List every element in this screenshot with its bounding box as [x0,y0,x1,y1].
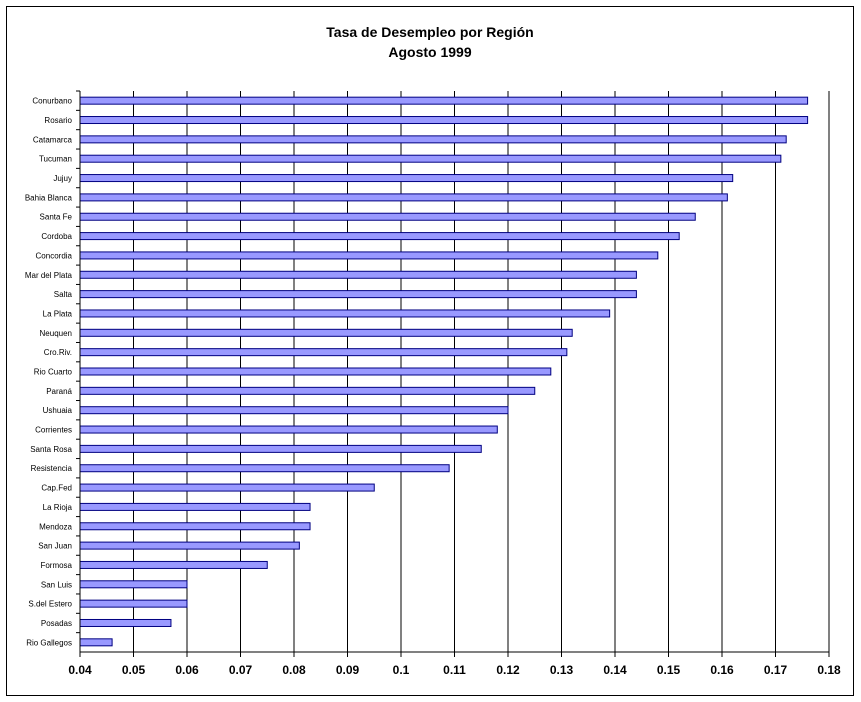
bar [79,193,728,202]
bar [79,135,787,144]
bar [79,270,637,279]
category-label: San Luis [41,580,72,589]
axes [76,90,830,657]
x-tick-label: 0.04 [68,663,92,677]
category-label: Neuquen [40,329,72,338]
bar [79,444,482,453]
bar [79,367,552,376]
bar [79,309,611,318]
bar [79,638,113,647]
x-tick-label: 0.17 [764,663,788,677]
category-label: Catamarca [33,135,73,144]
x-tick-label: 0.11 [443,663,466,677]
category-label: Ushuaia [43,406,73,415]
tick-labels: 0.04 0.05 0.06 0.07 0.08 0.09 0.1 0.11 0.12 0.13 0… [68,663,841,677]
category-label: Conurbano [32,97,72,106]
category-label: Tucuman [39,155,72,164]
x-tick-label: 0.16 [710,663,734,677]
category-label: San Juan [38,542,72,551]
bar [79,154,782,163]
category-label: La Plata [43,309,73,318]
bar [79,96,809,105]
bar [79,212,696,221]
x-tick-label: 0.13 [550,663,574,677]
category-label: S.del Estero [28,600,72,609]
category-label: Santa Rosa [30,445,72,454]
bar [79,251,659,260]
category-label: Rio Cuarto [34,368,73,377]
bar [79,386,536,395]
category-label: Corrientes [35,426,72,435]
bar [79,348,568,357]
bar [79,522,311,531]
category-label: Concordia [36,251,73,260]
category-label: Resistencia [31,464,73,473]
bar [79,541,300,550]
category-label: Bahia Blanca [25,193,73,202]
bar [79,483,375,492]
category-label: Mendoza [39,522,72,531]
bar [79,328,573,337]
bar [79,174,734,183]
x-tick-label: 0.18 [817,663,841,677]
category-label: Rosario [44,116,72,125]
x-tick-label: 0.12 [496,663,520,677]
category-label: Formosa [40,561,72,570]
x-tick-label: 0.06 [175,663,199,677]
bar [79,425,498,434]
bar [79,464,450,473]
bar [79,599,188,608]
bar [79,406,509,415]
category-label: Cordoba [41,232,72,241]
category-label: Cro.Riv. [44,348,72,357]
category-label: Mar del Plata [25,271,73,280]
x-tick-label: 0.09 [336,663,360,677]
chart-frame [6,6,854,696]
x-tick-label: 0.08 [282,663,306,677]
gridlines [133,91,830,652]
category-label: Jujuy [53,174,72,183]
bar [79,580,188,589]
chart-subtitle: Agosto 1999 [388,44,471,60]
bars [79,96,809,647]
category-label: La Rioja [43,503,73,512]
category-label: Salta [54,290,73,299]
bar [79,116,809,125]
x-tick-label: 0.1 [393,663,410,677]
x-tick-label: 0.15 [657,663,681,677]
bar [79,232,680,241]
category-labels: Conurbano Rosario Catamarca Tucuman Jujuy Bah… [25,97,73,648]
chart-title: Tasa de Desempleo por Región [326,24,533,40]
x-tick-label: 0.05 [122,663,146,677]
x-tick-label: 0.14 [603,663,627,677]
category-label: Paraná [46,387,72,396]
category-label: Rio Gallegos [26,638,72,647]
category-label: Posadas [41,619,72,628]
bar [79,618,172,627]
bar [79,560,268,569]
bar [79,290,637,299]
bar [79,502,311,511]
x-tick-label: 0.07 [229,663,253,677]
category-label: Santa Fe [40,213,73,222]
category-label: Cap.Fed [41,484,72,493]
